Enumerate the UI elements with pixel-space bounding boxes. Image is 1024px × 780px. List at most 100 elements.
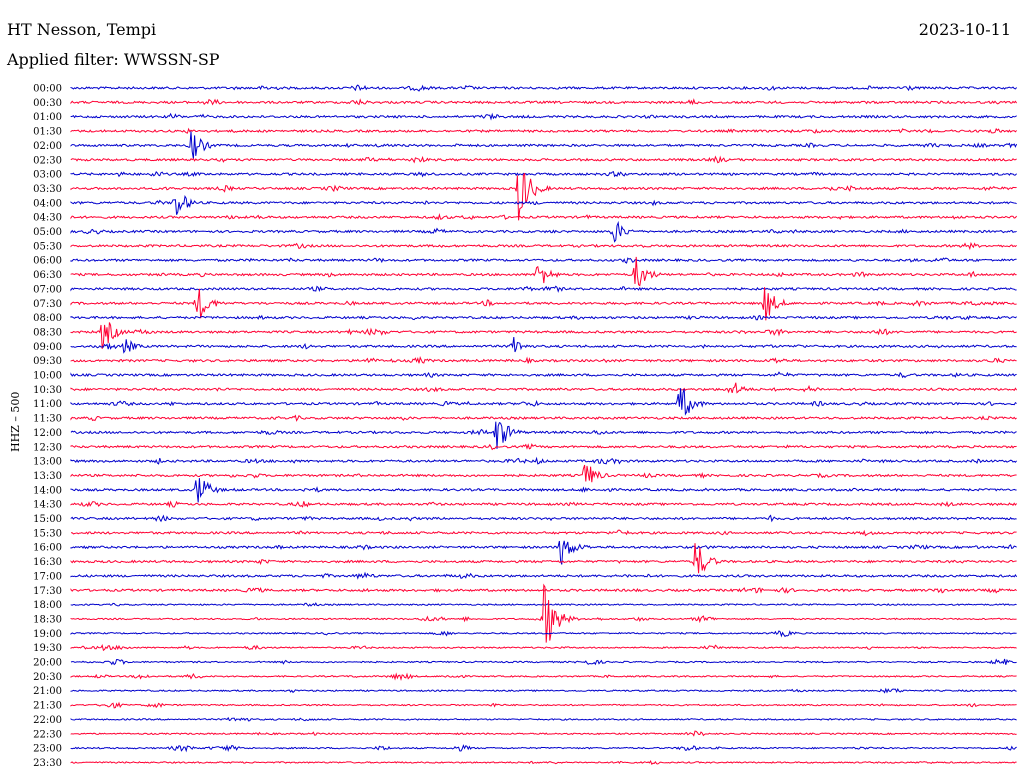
trace-row: [70, 194, 1017, 215]
time-label: 01:30: [33, 127, 62, 138]
trace-row: [70, 571, 1018, 580]
trace-row: [70, 730, 1017, 737]
trace-row: [70, 514, 1017, 523]
time-label: 22:30: [33, 729, 62, 740]
time-label: 05:00: [33, 227, 62, 238]
time-label: 22:00: [33, 715, 62, 726]
time-label: 23:00: [33, 744, 62, 755]
time-label: 13:30: [33, 471, 62, 482]
time-label: 20:30: [33, 672, 62, 683]
time-label: 07:00: [33, 284, 62, 295]
trace-row: [70, 540, 1017, 565]
trace-row: [70, 478, 1017, 503]
time-label: 08:00: [33, 313, 62, 324]
time-label: 00:00: [33, 84, 62, 95]
time-label: 16:00: [33, 543, 62, 554]
trace-row: [70, 84, 1017, 92]
trace-row: [70, 337, 1017, 354]
time-label: 11:00: [33, 399, 62, 410]
time-label: 03:30: [33, 184, 62, 195]
trace-row: [70, 744, 1017, 753]
time-label: 04:00: [33, 198, 62, 209]
trace-row: [70, 155, 1017, 164]
trace-row: [70, 644, 1017, 652]
trace-row: [70, 583, 1017, 643]
time-label: 12:00: [33, 428, 62, 439]
trace-row: [70, 241, 1017, 251]
trace-row: [70, 602, 1017, 607]
time-label: 14:00: [33, 485, 62, 496]
trace-row: [70, 314, 1017, 321]
time-label: 00:30: [33, 98, 62, 109]
trace-row: [71, 529, 1017, 537]
trace-row: [70, 701, 1017, 709]
trace-row: [70, 464, 1017, 483]
time-label: 23:30: [33, 758, 62, 769]
time-label: 05:30: [33, 241, 62, 252]
trace-row: [70, 98, 1018, 106]
time-label: 06:30: [33, 270, 62, 281]
trace-group: [70, 84, 1018, 766]
trace-row: [70, 630, 1017, 638]
trace-row: [70, 687, 1017, 694]
trace-row: [70, 322, 1017, 349]
time-label: 02:30: [33, 155, 62, 166]
time-label: 09:30: [33, 356, 62, 367]
time-label: 18:30: [33, 614, 62, 625]
time-label: 07:30: [33, 299, 62, 310]
time-label: 03:00: [33, 170, 62, 181]
date-label: 2023-10-11: [918, 20, 1011, 39]
trace-row: [70, 371, 1017, 379]
trace-row: [70, 285, 1017, 293]
time-label: 19:30: [33, 643, 62, 654]
time-label: 17:00: [33, 571, 62, 582]
trace-row: [70, 382, 1018, 394]
trace-row: [70, 127, 1017, 134]
time-label: 10:30: [33, 385, 62, 396]
trace-row: [70, 220, 1017, 243]
time-label: 11:30: [33, 414, 62, 425]
time-label: 17:30: [33, 586, 62, 597]
time-label: 16:30: [33, 557, 62, 568]
trace-row: [70, 287, 1017, 321]
time-label: 19:00: [33, 629, 62, 640]
time-label: 18:00: [33, 600, 62, 611]
trace-row: [70, 213, 1017, 221]
trace-row: [70, 131, 1018, 159]
time-label: 20:00: [33, 658, 62, 669]
time-label: 09:00: [33, 342, 62, 353]
time-label: 10:00: [33, 371, 62, 382]
trace-row: [70, 672, 1017, 681]
time-label: 21:00: [33, 686, 62, 697]
time-label: 13:00: [33, 457, 62, 468]
trace-row: [70, 443, 1017, 451]
trace-row: [70, 172, 1017, 221]
trace-row: [70, 421, 1017, 449]
station-title: HT Nesson, Tempi: [7, 20, 157, 39]
trace-row: [70, 414, 1017, 422]
time-label: 15:00: [33, 514, 62, 525]
time-label: 21:30: [33, 701, 62, 712]
trace-row: [70, 658, 1017, 666]
trace-row: [70, 500, 1017, 509]
trace-row: [70, 112, 1017, 121]
time-label: 04:30: [33, 213, 62, 224]
trace-row: [70, 256, 1017, 287]
time-label: 14:30: [33, 500, 62, 511]
trace-row: [70, 388, 1017, 416]
time-label: 12:30: [33, 442, 62, 453]
time-label-group: 00:00 00:30 01:00 01:30 02:00 02:30 03:00 03:30…: [33, 84, 62, 769]
trace-row: [70, 257, 1017, 264]
time-label: 01:00: [33, 112, 62, 123]
time-label: 15:30: [33, 528, 62, 539]
filter-label: Applied filter: WWSSN-SP: [7, 50, 220, 69]
trace-row: [70, 356, 1017, 364]
trace-row: [70, 456, 1017, 465]
trace-row: [70, 171, 1017, 178]
trace-row: [70, 760, 1017, 766]
time-label: 06:00: [33, 256, 62, 267]
time-label: 08:30: [33, 327, 62, 338]
trace-row: [70, 543, 1017, 574]
